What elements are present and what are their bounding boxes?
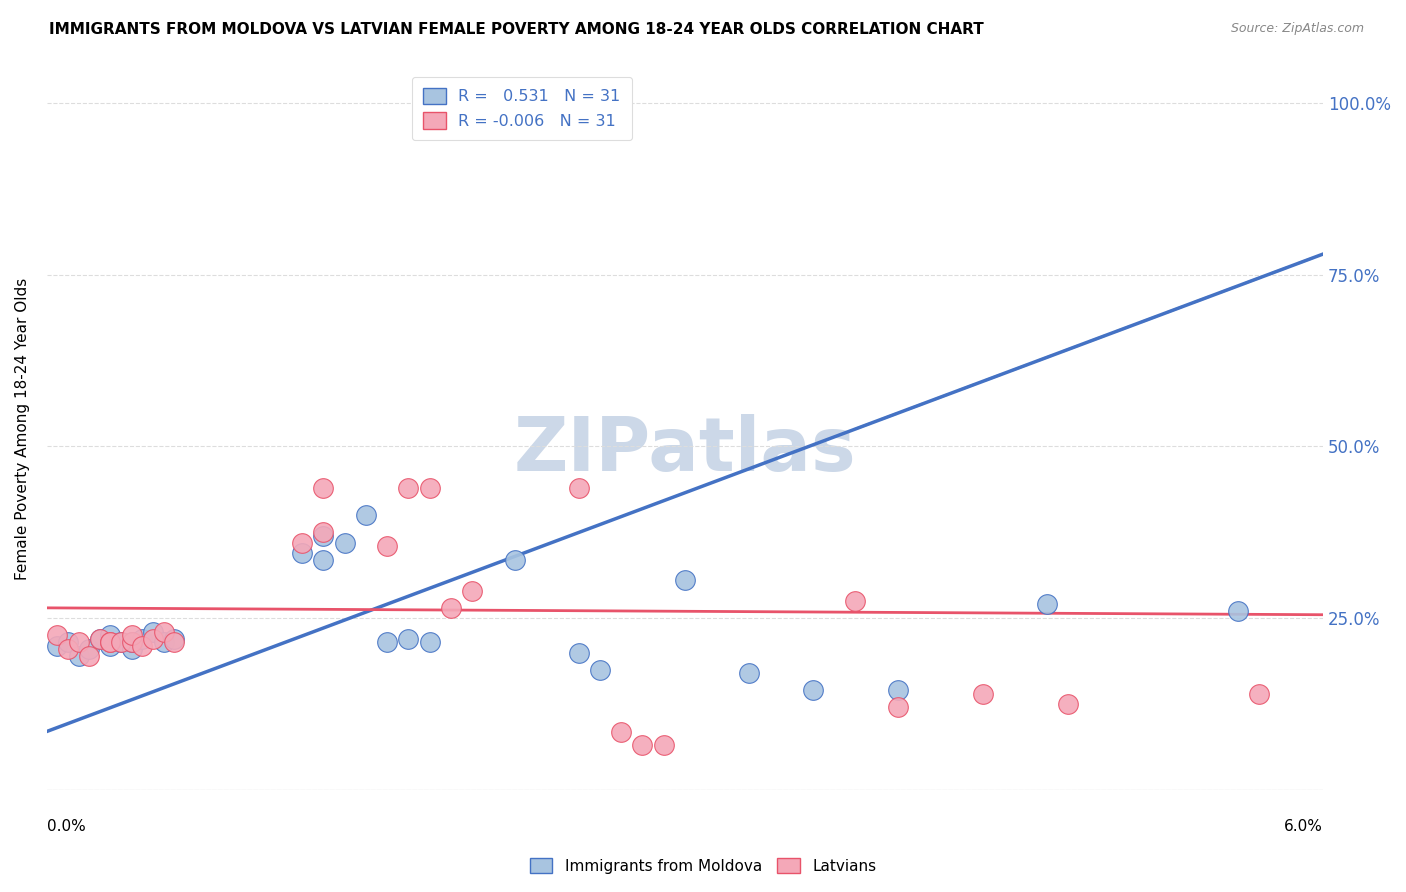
Point [396, 481, 419, 495]
Point [142, 632, 165, 646]
Point [1056, 697, 1078, 711]
Point [461, 583, 484, 598]
Point [375, 539, 398, 553]
Point [67, 635, 90, 649]
Point [652, 739, 675, 753]
Point [631, 739, 654, 753]
Point [396, 632, 419, 646]
Text: ZIPatlas: ZIPatlas [513, 415, 856, 487]
Point [610, 724, 633, 739]
Point [77, 642, 100, 657]
Y-axis label: Female Poverty Among 18-24 Year Olds: Female Poverty Among 18-24 Year Olds [15, 278, 30, 581]
Point [589, 663, 612, 677]
Point [89, 632, 111, 646]
Point [56, 642, 79, 657]
Point [354, 508, 377, 522]
Point [46, 639, 69, 653]
Point [844, 594, 866, 608]
Point [673, 574, 696, 588]
Text: IMMIGRANTS FROM MOLDOVA VS LATVIAN FEMALE POVERTY AMONG 18-24 YEAR OLDS CORRELAT: IMMIGRANTS FROM MOLDOVA VS LATVIAN FEMAL… [49, 22, 984, 37]
Point [375, 635, 398, 649]
Point [89, 632, 111, 646]
Point [100, 639, 122, 653]
Point [440, 600, 463, 615]
Point [163, 632, 186, 646]
Legend: R =   0.531   N = 31, R = -0.006   N = 31: R = 0.531 N = 31, R = -0.006 N = 31 [412, 77, 631, 140]
Point [291, 546, 314, 560]
Point [886, 700, 908, 714]
Point [312, 525, 335, 540]
Point [1249, 687, 1271, 701]
Point [419, 635, 441, 649]
Point [312, 529, 335, 543]
Point [110, 635, 132, 649]
Point [56, 635, 79, 649]
Legend: Immigrants from Moldova, Latvians: Immigrants from Moldova, Latvians [523, 852, 883, 880]
Point [67, 648, 90, 663]
Text: Source: ZipAtlas.com: Source: ZipAtlas.com [1230, 22, 1364, 36]
Point [312, 553, 335, 567]
Point [886, 683, 908, 698]
Point [1227, 604, 1250, 618]
Point [1035, 598, 1057, 612]
Point [801, 683, 824, 698]
Point [131, 632, 153, 646]
Text: 6.0%: 6.0% [1284, 819, 1323, 834]
Text: 0.0%: 0.0% [46, 819, 86, 834]
Point [152, 624, 174, 639]
Point [152, 635, 174, 649]
Point [110, 635, 132, 649]
Point [121, 642, 143, 657]
Point [121, 635, 143, 649]
Point [419, 481, 441, 495]
Point [100, 628, 122, 642]
Point [100, 635, 122, 649]
Point [77, 648, 100, 663]
Point [121, 628, 143, 642]
Point [131, 639, 153, 653]
Point [972, 687, 994, 701]
Point [738, 666, 761, 681]
Point [567, 646, 589, 660]
Point [142, 624, 165, 639]
Point [121, 635, 143, 649]
Point [163, 635, 186, 649]
Point [333, 535, 356, 549]
Point [46, 628, 69, 642]
Point [312, 481, 335, 495]
Point [291, 535, 314, 549]
Point [567, 481, 589, 495]
Point [503, 553, 526, 567]
Point [100, 635, 122, 649]
